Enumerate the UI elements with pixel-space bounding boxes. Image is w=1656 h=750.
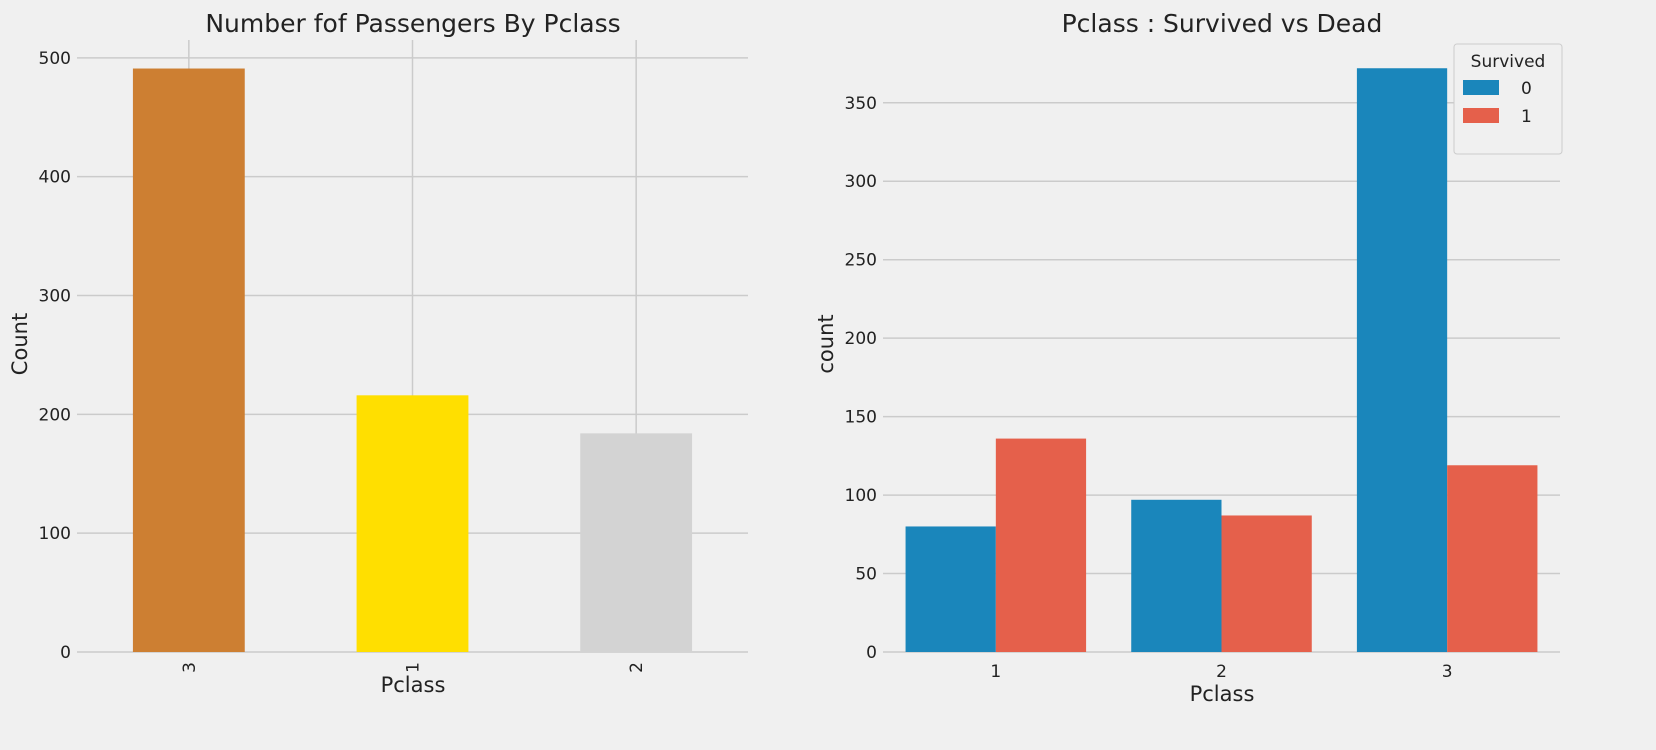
right-bar-pclass-1-survived-1 [995, 438, 1087, 652]
right-x-ticks: 1 2 3 [990, 662, 1452, 682]
chart-passengers-by-pclass: 0 100 200 300 400 500 3 1 2 Number fof Passenge… [8, 9, 748, 697]
right-x-tick-label: 2 [1216, 662, 1227, 682]
left-x-ticks: 3 1 2 [180, 662, 647, 673]
legend-label-0: 0 [1521, 79, 1532, 99]
left-y-tick-label: 100 [39, 524, 71, 544]
left-bar-pclass-3 [132, 68, 245, 652]
right-bar-pclass-2-survived-0 [1131, 499, 1222, 652]
left-y-tick-label: 0 [60, 643, 71, 663]
right-y-axis-label: count [814, 314, 838, 373]
right-bar-pclass-3-survived-1 [1447, 465, 1538, 652]
right-chart-title: Pclass : Survived vs Dead [1062, 9, 1383, 38]
right-y-tick-label: 250 [845, 251, 877, 271]
right-x-tick-label: 1 [990, 662, 1001, 682]
right-y-ticks: 0 50 100 150 200 250 300 350 [845, 94, 877, 663]
legend: Survived 0 1 [1453, 43, 1563, 155]
left-y-tick-label: 200 [39, 405, 71, 425]
chart-pclass-survived-vs-dead: 0 50 100 150 200 250 300 350 1 2 3 Pclass : Survi… [814, 9, 1563, 706]
right-y-tick-label: 300 [845, 172, 877, 192]
legend-box [1453, 43, 1563, 155]
right-y-tick-label: 50 [855, 565, 877, 585]
left-x-tick-label: 3 [180, 662, 200, 673]
left-y-tick-label: 300 [39, 286, 71, 306]
legend-label-1: 1 [1521, 107, 1532, 127]
legend-title: Survived [1471, 52, 1546, 72]
left-x-tick-label: 2 [627, 662, 647, 673]
left-y-ticks: 0 100 200 300 400 500 [39, 49, 71, 663]
left-bar-pclass-1 [356, 395, 469, 652]
right-bar-pclass-2-survived-1 [1221, 515, 1312, 652]
right-y-tick-label: 350 [845, 94, 877, 114]
right-y-tick-label: 0 [866, 643, 877, 663]
left-x-axis-label: Pclass [381, 673, 446, 697]
left-y-tick-label: 400 [39, 168, 71, 188]
right-y-tick-label: 200 [845, 329, 877, 349]
right-bars [905, 68, 1538, 652]
right-y-tick-label: 100 [845, 486, 877, 506]
left-y-axis-label: Count [8, 313, 32, 375]
right-x-tick-label: 3 [1442, 662, 1453, 682]
left-x-tick-label: 1 [404, 662, 424, 673]
right-y-tick-label: 150 [845, 408, 877, 428]
left-bars [132, 68, 693, 652]
right-x-axis-label: Pclass [1190, 682, 1255, 706]
right-bar-pclass-1-survived-0 [905, 526, 996, 652]
left-chart-title: Number fof Passengers By Pclass [205, 9, 620, 38]
right-bar-pclass-3-survived-0 [1356, 68, 1448, 652]
left-y-tick-label: 500 [39, 49, 71, 69]
legend-swatch-1 [1463, 108, 1499, 123]
legend-swatch-0 [1463, 80, 1499, 95]
left-bar-pclass-2 [580, 433, 693, 652]
